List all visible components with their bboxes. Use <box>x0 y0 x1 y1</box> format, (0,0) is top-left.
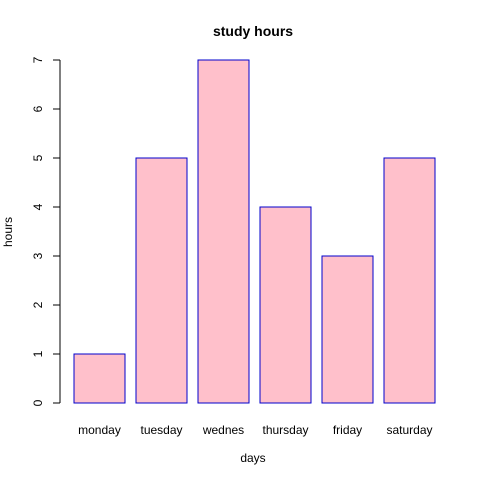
x-tick-label-saturday: saturday <box>386 423 432 437</box>
bar-saturday <box>383 157 436 404</box>
y-tick-label-4: 4 <box>31 203 45 210</box>
bar-wednes <box>197 59 250 404</box>
bars-group <box>73 59 436 404</box>
y-tick-label-6: 6 <box>31 105 45 112</box>
x-tick-label-wednes: wednes <box>202 423 244 437</box>
y-tick-label-7: 7 <box>31 56 45 63</box>
y-axis: 0 1 2 3 4 5 6 7 <box>31 56 61 406</box>
x-tick-label-tuesday: tuesday <box>140 423 182 437</box>
y-tick-label-5: 5 <box>31 154 45 161</box>
x-tick-labels: monday tuesday wednes thursday friday saturda… <box>78 423 432 437</box>
y-tick-label-3: 3 <box>31 252 45 259</box>
bar-monday <box>73 353 126 404</box>
bar-friday <box>321 255 374 404</box>
y-tick-label-1: 1 <box>31 350 45 357</box>
x-tick-label-friday: friday <box>333 423 362 437</box>
y-tick-label-0: 0 <box>31 399 45 406</box>
y-tick-label-2: 2 <box>31 301 45 308</box>
x-axis-label: days <box>240 451 265 465</box>
bar-tuesday <box>135 157 188 404</box>
chart-title: study hours <box>213 23 293 39</box>
x-tick-label-thursday: thursday <box>262 423 308 437</box>
bar-thursday <box>259 206 312 404</box>
x-tick-label-monday: monday <box>78 423 121 437</box>
y-axis-label: hours <box>1 217 15 247</box>
